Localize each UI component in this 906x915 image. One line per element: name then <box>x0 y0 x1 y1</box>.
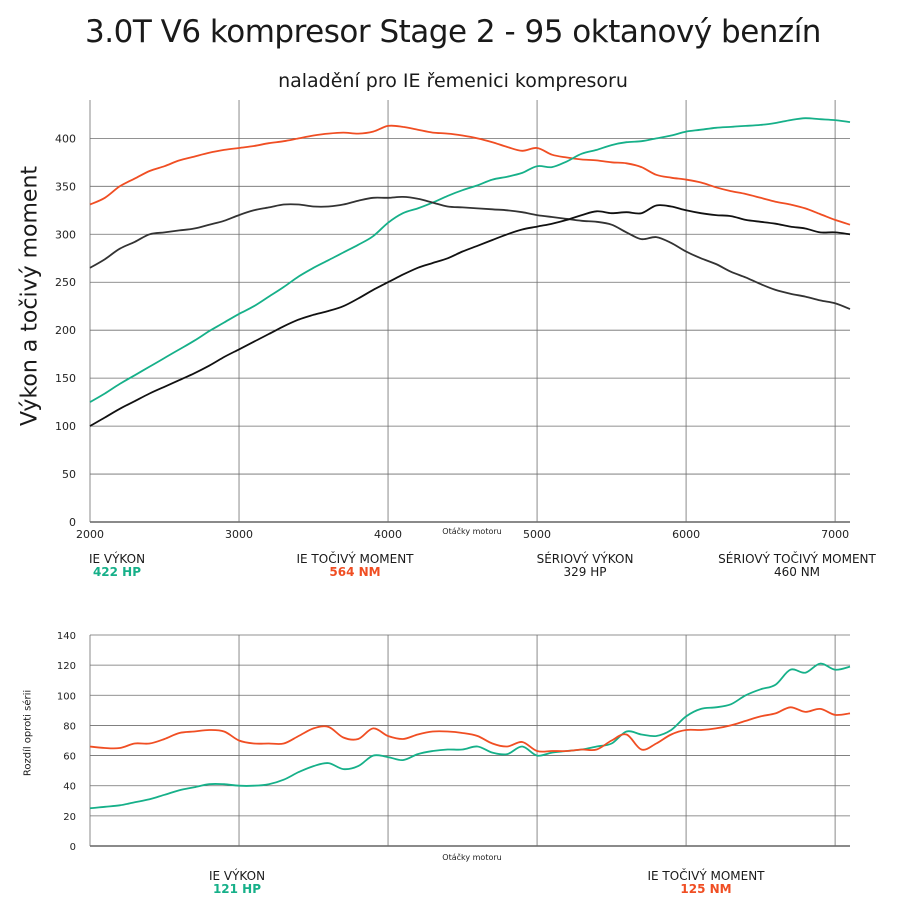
main-chart-group: 0 50 100 150 200 250 300 350 400 2000 3000 4000 5000… <box>55 100 851 541</box>
main-y-tick-200: 200 <box>55 324 76 337</box>
diff-series-ie-power-gain <box>89 662 851 810</box>
main-y-tick-300: 300 <box>55 228 76 241</box>
main-y-tick-100: 100 <box>55 420 76 433</box>
main-series-ie-power <box>89 117 851 403</box>
legend-ie-torque-value: 564 NM <box>329 565 381 579</box>
chart-subtitle: naladění pro IE řemenici kompresoru <box>278 70 628 92</box>
legend-ie-power: IE VÝKON 422 HP <box>17 553 217 579</box>
main-x-tick-6000: 6000 <box>672 528 700 541</box>
legend-diff-power-name: IE VÝKON <box>208 869 266 883</box>
diff-y-tick-0: 0 <box>70 842 76 853</box>
main-y-tick-400: 400 <box>55 132 76 145</box>
main-y-tick-350: 350 <box>55 180 76 193</box>
diff-y-tick-80: 80 <box>63 721 76 732</box>
diff-y-tick-60: 60 <box>63 752 76 763</box>
main-x-tick-2000: 2000 <box>76 528 104 541</box>
main-series-ie-torque <box>89 124 851 226</box>
legend-ie-torque-name: IE TOČIVÝ MOMENT <box>296 552 414 566</box>
diff-x-axis-label: Otáčky motoru <box>442 852 501 862</box>
main-series-stock-power <box>89 204 851 427</box>
diff-y-tick-100: 100 <box>57 691 76 702</box>
diff-chart-group: 0 20 40 60 80 100 120 140 Otáčky motoru <box>57 631 851 862</box>
legend-ie-power-value: 422 HP <box>92 565 142 579</box>
legend-stock-torque: SÉRIOVÝ TOČIVÝ MOMENT 460 NM <box>697 553 897 579</box>
legend-diff-torque-value: 125 NM <box>680 882 732 896</box>
legend-stock-power: SÉRIOVÝ VÝKON 329 HP <box>485 553 685 579</box>
diff-y-tick-20: 20 <box>63 812 76 823</box>
main-x-tick-5000: 5000 <box>523 528 551 541</box>
main-y-tick-0: 0 <box>69 516 76 529</box>
diff-y-tick-40: 40 <box>63 782 76 793</box>
main-x-axis-label: Otáčky motoru <box>442 526 501 536</box>
legend-stock-torque-value: 460 NM <box>773 565 821 579</box>
main-y-tick-250: 250 <box>55 276 76 289</box>
legend-stock-power-name: SÉRIOVÝ VÝKON <box>536 552 634 566</box>
legend-ie-power-name: IE VÝKON <box>88 552 146 566</box>
legend-diff-torque: IE TOČIVÝ MOMENT 125 NM <box>606 870 806 896</box>
diff-series-ie-torque-gain <box>89 706 851 753</box>
legend-ie-torque: IE TOČIVÝ MOMENT 564 NM <box>255 553 455 579</box>
main-x-tick-7000: 7000 <box>821 528 849 541</box>
chart-title: 3.0T V6 kompresor Stage 2 - 95 oktanový … <box>85 14 821 50</box>
legend-diff-torque-name: IE TOČIVÝ MOMENT <box>647 869 765 883</box>
main-x-tick-3000: 3000 <box>225 528 253 541</box>
main-series-stock-torque <box>89 195 851 310</box>
legend-stock-power-value: 329 HP <box>563 565 607 579</box>
legend-diff-power: IE VÝKON 121 HP <box>137 870 337 896</box>
main-y-tick-150: 150 <box>55 372 76 385</box>
diff-y-tick-140: 140 <box>57 631 76 642</box>
main-x-tick-4000: 4000 <box>374 528 402 541</box>
legend-stock-torque-name: SÉRIOVÝ TOČIVÝ MOMENT <box>718 552 876 566</box>
main-y-tick-50: 50 <box>62 468 76 481</box>
legend-diff-power-value: 121 HP <box>212 882 262 896</box>
diff-y-tick-120: 120 <box>57 661 76 672</box>
